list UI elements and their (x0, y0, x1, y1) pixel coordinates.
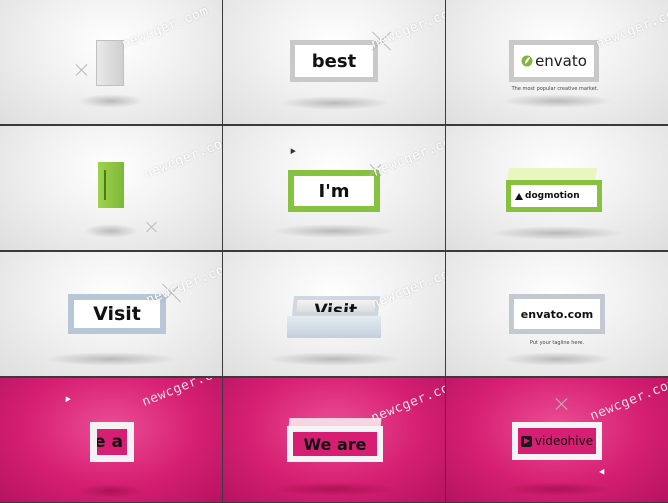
videohive-wordmark: videohive (534, 434, 594, 448)
watermark: newcger.com (588, 378, 668, 424)
shadow (271, 482, 397, 496)
word-envato-com: envato.com (520, 307, 594, 321)
envato-leaf-icon (521, 55, 533, 67)
word-im: I'm (318, 180, 350, 202)
cross-mark-icon (74, 62, 88, 78)
shadow (501, 482, 613, 496)
panel-5: I'm newcger.com (223, 126, 445, 250)
watermark: newcger.com (369, 263, 445, 312)
panel-4: newcger.com (0, 126, 222, 250)
word-frame: I'm (288, 170, 380, 212)
watermark: newcger.com (369, 378, 445, 426)
box-front (287, 316, 381, 338)
panel-6: dogmotion (446, 126, 668, 250)
box-side (98, 162, 124, 208)
shadow (77, 94, 145, 108)
panel-12: videohive newcger.com (446, 378, 668, 502)
shadow (77, 484, 145, 498)
cross-mark-icon (146, 220, 156, 234)
word-frame: envato.com (509, 294, 605, 334)
tagline: Put your tagline here. (529, 340, 585, 346)
dogmotion-wordmark: dogmotion (525, 191, 580, 201)
shadow (44, 352, 178, 366)
envato-wordmark: envato (535, 52, 587, 70)
cursor-icon (599, 468, 607, 477)
tagline: The most popular creative market. (511, 86, 599, 92)
panel-9: envato.com Put your tagline here. (446, 252, 668, 376)
watermark: newcger.com (144, 259, 222, 308)
logo-frame: envato (509, 40, 599, 82)
watermark: newcger.com (371, 131, 445, 180)
panel-2: best newcger.com (223, 0, 445, 124)
word-frame: best (290, 40, 378, 82)
word-frame: Visit (68, 294, 166, 334)
watermark: newcger.com (594, 3, 668, 52)
shadow (84, 224, 138, 238)
panel-1: newcger.com (0, 0, 222, 124)
panel-11: We are newcger.com (223, 378, 445, 502)
shadow (271, 224, 397, 238)
panel-8: Visit newcger.com (223, 252, 445, 376)
cursor-icon (63, 394, 71, 403)
videohive-mark-icon (520, 435, 532, 447)
shadow (490, 226, 624, 240)
watermark: newcger.com (120, 3, 211, 52)
panel-3: envato The most popular creative market.… (446, 0, 668, 124)
logo-frame: videohive (512, 422, 602, 460)
word-best: best (311, 50, 357, 72)
watermark: newcger.com (142, 133, 222, 182)
cursor-icon (288, 146, 296, 155)
panel-7: Visit newcger.com (0, 252, 222, 376)
word-frame: e a (90, 422, 134, 462)
word-visit: Visit (93, 303, 141, 325)
shadow (501, 352, 613, 366)
watermark: newcger.com (140, 378, 222, 410)
dogmotion-mark-icon (515, 192, 523, 200)
panel-10: e a newcger.com (0, 378, 222, 502)
word-frame: We are (287, 426, 383, 462)
shadow (501, 94, 613, 108)
logo-frame: dogmotion (506, 180, 602, 212)
box-side (96, 40, 124, 86)
word-fragment: e a (97, 432, 123, 452)
box-top: Visit (291, 296, 381, 316)
word-we-are: We are (303, 434, 367, 454)
shadow (278, 96, 390, 110)
word-visit: Visit (313, 301, 358, 316)
shadow (267, 352, 401, 366)
cross-mark-icon (554, 396, 568, 412)
